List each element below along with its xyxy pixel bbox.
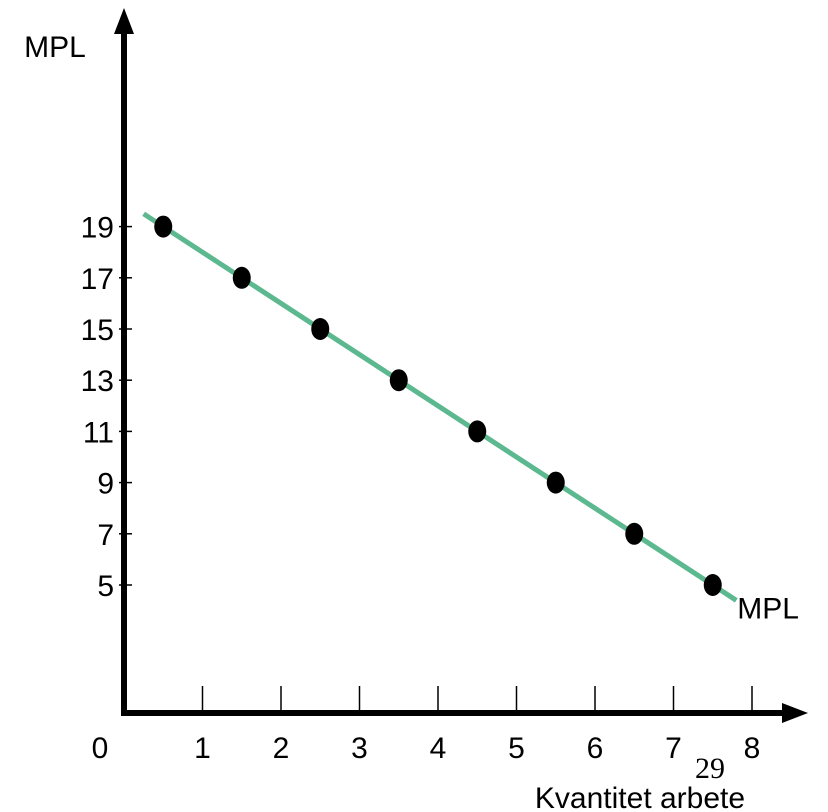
- mpl-line: [142, 211, 738, 603]
- y-axis-label: MPL: [24, 31, 86, 64]
- x-tick-label: 8: [744, 732, 761, 765]
- x-axis-arrow: [782, 703, 808, 723]
- y-tick-label: 7: [97, 519, 114, 552]
- data-point: [232, 266, 251, 289]
- x-origin-label: 0: [92, 732, 109, 765]
- x-tick-label: 6: [587, 732, 604, 765]
- x-tick-label: 1: [194, 732, 211, 765]
- data-point: [311, 318, 330, 340]
- curve-label: MPL: [737, 592, 799, 625]
- tick-labels: 1 2 3 4 5 6 7 8 0 5 7 9 11 13 15 17 19: [81, 212, 761, 765]
- x-tick-label: 7: [665, 732, 682, 765]
- x-axis-label: Kvantitet arbete: [535, 782, 745, 812]
- x-tick-label: 2: [273, 732, 290, 765]
- data-point: [546, 471, 565, 494]
- y-tick-label: 19: [81, 212, 114, 245]
- data-point: [154, 215, 173, 238]
- y-tick-label: 17: [81, 263, 114, 296]
- data-point: [389, 369, 408, 392]
- y-tick-label: 11: [83, 416, 114, 449]
- x-tick-label: 4: [430, 732, 447, 765]
- data-point: [625, 522, 644, 545]
- page-number: 29: [695, 752, 725, 785]
- x-tick-label: 5: [508, 732, 525, 765]
- series: MPL: [142, 211, 799, 625]
- tick-marks: [119, 225, 753, 713]
- y-tick-label: 9: [97, 468, 114, 501]
- axes: [114, 8, 808, 723]
- y-tick-label: 15: [81, 314, 114, 347]
- data-point: [468, 420, 487, 443]
- y-axis-arrow: [114, 8, 134, 34]
- x-tick-label: 3: [351, 732, 368, 765]
- y-tick-label: 13: [81, 365, 114, 398]
- data-point: [703, 574, 722, 596]
- y-tick-label: 5: [97, 570, 114, 603]
